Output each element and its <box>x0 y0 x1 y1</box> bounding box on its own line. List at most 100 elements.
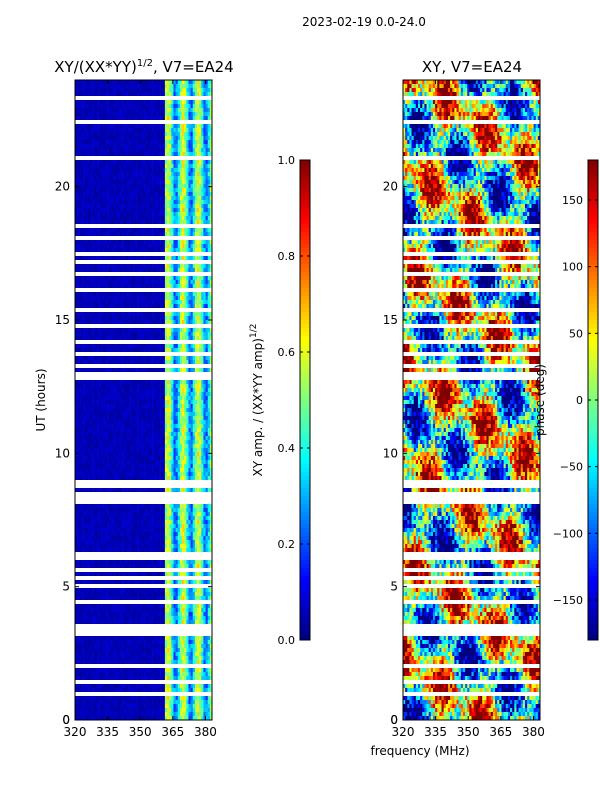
heatmap-cell <box>188 128 191 133</box>
heatmap-cell <box>188 336 191 341</box>
heatmap-cell <box>169 368 172 373</box>
heatmap-cell <box>182 100 185 105</box>
heatmap-cell <box>83 136 86 141</box>
heatmap-cell <box>156 264 159 269</box>
heatmap-cell <box>117 368 121 373</box>
heatmap-cell <box>145 172 149 177</box>
heatmap-cell <box>87 172 91 177</box>
heatmap-cell <box>75 376 78 381</box>
heatmap-cell <box>128 204 131 209</box>
heatmap-cell <box>122 200 125 205</box>
heatmap-cell <box>75 80 78 85</box>
heatmap-cell <box>83 388 86 393</box>
heatmap-cell <box>117 324 121 329</box>
heatmap-cell <box>94 180 97 185</box>
heatmap-cell <box>171 92 174 97</box>
heatmap-cell <box>169 312 172 317</box>
heatmap-cell <box>111 352 114 357</box>
heatmap-cell <box>107 188 110 193</box>
heatmap-cell <box>132 316 136 321</box>
heatmap-cell <box>179 292 183 297</box>
heatmap-cell <box>100 376 104 381</box>
heatmap-cell <box>167 312 170 317</box>
heatmap-cell <box>81 324 84 329</box>
heatmap-cell <box>162 112 166 117</box>
heatmap-cell <box>89 92 93 97</box>
heatmap-cell <box>156 372 159 377</box>
heatmap-cell <box>81 384 84 389</box>
heatmap-cell <box>85 304 89 309</box>
heatmap-cell <box>111 300 114 305</box>
heatmap-cell <box>134 228 138 233</box>
heatmap-cell <box>87 344 91 349</box>
heatmap-cell <box>177 296 181 301</box>
heatmap-cell <box>75 92 78 97</box>
heatmap-cell <box>85 308 89 313</box>
heatmap-cell <box>156 104 159 109</box>
heatmap-cell <box>85 172 89 177</box>
heatmap-cell <box>132 308 136 313</box>
heatmap-cell <box>115 304 119 309</box>
heatmap-cell <box>124 288 127 293</box>
heatmap-cell <box>94 140 97 145</box>
heatmap-cell <box>192 304 196 309</box>
heatmap-cell <box>111 332 114 337</box>
heatmap-cell <box>152 212 155 217</box>
heatmap-cell <box>122 336 125 341</box>
heatmap-cell <box>167 196 170 201</box>
heatmap-cell <box>154 264 157 269</box>
heatmap-cell <box>149 192 153 197</box>
heatmap-cell <box>79 180 82 185</box>
heatmap-cell <box>94 248 97 253</box>
heatmap-cell <box>162 328 166 333</box>
heatmap-cell <box>94 212 97 217</box>
heatmap-cell <box>87 156 91 161</box>
heatmap-cell <box>94 284 97 289</box>
heatmap-cell <box>143 148 146 153</box>
heatmap-cell <box>81 136 84 141</box>
heatmap-cell <box>164 184 168 189</box>
heatmap-cell <box>169 260 172 265</box>
heatmap-cell <box>104 336 108 341</box>
heatmap-cell <box>158 168 161 173</box>
heatmap-cell <box>169 192 172 197</box>
heatmap-cell <box>115 344 119 349</box>
heatmap-cell <box>188 348 191 353</box>
heatmap-cell <box>134 320 138 325</box>
heatmap-cell <box>115 196 119 201</box>
heatmap-cell <box>115 216 119 221</box>
heatmap-cell <box>154 340 157 345</box>
heatmap-cell <box>137 364 140 369</box>
heatmap-cell <box>119 236 123 241</box>
heatmap-cell <box>152 132 155 137</box>
heatmap-cell <box>126 372 129 377</box>
heatmap-cell <box>83 228 86 233</box>
heatmap-cell <box>132 304 136 309</box>
heatmap-cell <box>122 136 125 141</box>
heatmap-cell <box>119 384 123 389</box>
heatmap-cell <box>81 284 84 289</box>
heatmap-cell <box>122 268 125 273</box>
heatmap-cell <box>128 148 131 153</box>
heatmap-cell <box>152 124 155 129</box>
heatmap-cell <box>111 188 114 193</box>
heatmap-cell <box>98 136 101 141</box>
heatmap-cell <box>160 300 164 305</box>
heatmap-cell <box>132 112 136 117</box>
heatmap-cell <box>152 380 155 385</box>
heatmap-cell <box>104 84 108 89</box>
heatmap-cell <box>141 276 144 281</box>
heatmap-cell <box>164 284 168 289</box>
heatmap-cell <box>188 200 191 205</box>
heatmap-cell <box>81 160 84 165</box>
heatmap-cell <box>117 96 121 101</box>
heatmap-cell <box>169 104 172 109</box>
heatmap-cell <box>85 260 89 265</box>
heatmap-cell <box>158 340 161 345</box>
heatmap-cell <box>207 152 211 157</box>
heatmap-cell <box>147 228 151 233</box>
heatmap-cell <box>81 100 84 105</box>
heatmap-cell <box>94 360 97 365</box>
heatmap-cell <box>175 300 179 305</box>
heatmap-cell <box>162 100 166 105</box>
